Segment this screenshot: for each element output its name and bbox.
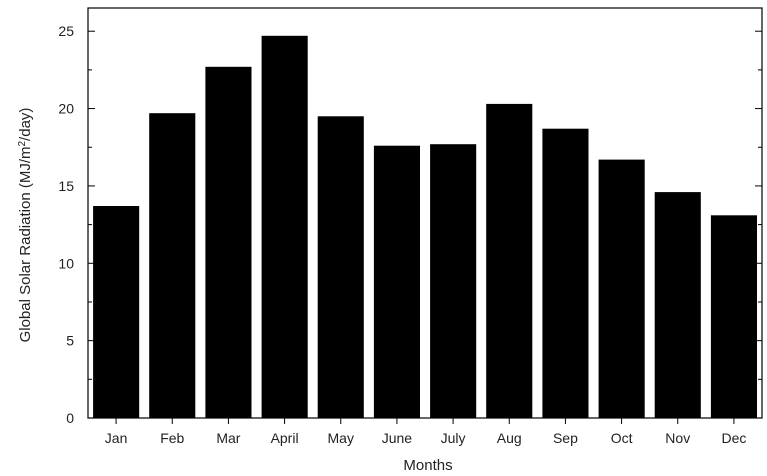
bar-april: [261, 35, 308, 419]
x-tick-label: Feb: [160, 430, 184, 446]
y-tick-label: 10: [58, 255, 74, 271]
y-tick-label: 25: [58, 23, 74, 39]
bar-may: [317, 116, 364, 419]
y-tick-label: 0: [66, 410, 74, 426]
y-axis-title-superscript: 2: [17, 141, 28, 147]
bars-group: [93, 35, 757, 419]
bar-jan: [93, 206, 140, 418]
bar-june: [373, 145, 420, 418]
x-tick-label: Mar: [216, 430, 240, 446]
x-tick-label: May: [328, 430, 354, 446]
x-tick-label: Sep: [553, 430, 578, 446]
x-tick-label: April: [271, 430, 299, 446]
x-axis-title: Months: [403, 457, 452, 474]
bar-nov: [654, 192, 701, 418]
plot-frame: [87, 7, 763, 419]
bar-july: [430, 144, 477, 418]
y-tick-label: 15: [58, 178, 74, 194]
bar-feb: [149, 113, 196, 418]
x-tick-label: Oct: [611, 430, 633, 446]
bar-mar: [205, 66, 252, 419]
x-tick-label: Dec: [721, 430, 746, 446]
bar-aug: [486, 103, 533, 419]
bar-dec: [710, 215, 757, 418]
x-ticks-group: Jan Feb Mar April May June July Aug Sep Oct Nov Dec: [105, 418, 746, 446]
x-tick-label: Jan: [105, 430, 128, 446]
x-tick-label: Aug: [497, 430, 522, 446]
x-tick-label: July: [441, 430, 466, 446]
y-axis-title-main: Global Solar Radiation (MJ/m: [17, 147, 34, 343]
y-tick-label: 5: [66, 333, 74, 349]
axes-group: [87, 7, 763, 419]
y-axis-title-tail: /day): [17, 108, 34, 141]
bar-sep: [542, 128, 589, 418]
y-tick-label: 20: [58, 101, 74, 117]
bar-oct: [598, 159, 645, 418]
y-axis-title: Global Solar Radiation (MJ/m2/day): [17, 108, 35, 343]
x-tick-label: June: [382, 430, 413, 446]
x-tick-label: Nov: [665, 430, 690, 446]
y-ticks-group: 0 5 10 15 20 25: [58, 23, 762, 426]
